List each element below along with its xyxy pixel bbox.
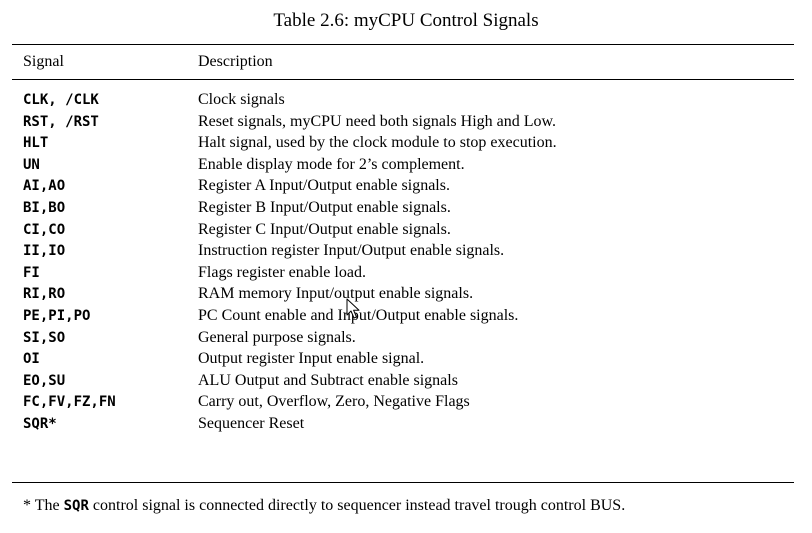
signal-cell: FC,FV,FZ,FN [23, 394, 116, 411]
table-row: AI,AO Register A Input/Output enable sig… [0, 176, 812, 198]
signal-cell: RI,RO [23, 286, 66, 303]
description-cell: Reset signals, myCPU need both signals H… [198, 112, 557, 130]
signal-cell: SQR* [23, 415, 57, 432]
table-row: RI,RO RAM memory Input/output enable sig… [0, 284, 812, 306]
table-row: II,IO Instruction register Input/Output … [0, 241, 812, 263]
description-cell: Flags register enable load. [198, 263, 366, 281]
column-header-signal: Signal [23, 53, 64, 70]
signal-cell: CLK, /CLK [23, 92, 99, 108]
footnote-prefix: * The [23, 497, 64, 514]
footnote-signal-code: SQR [63, 498, 89, 514]
table-row: BI,BO Register B Input/Output enable sig… [0, 198, 812, 220]
description-cell: Output register Input enable signal. [198, 350, 425, 368]
description-cell: Enable display mode for 2’s complement. [198, 155, 465, 173]
table-row: HLT Halt signal, used by the clock modul… [0, 133, 812, 155]
description-cell: Instruction register Input/Output enable… [198, 242, 505, 260]
mouse-pointer-icon [346, 298, 360, 319]
description-cell: General purpose signals. [198, 328, 356, 346]
description-cell: Register A Input/Output enable signals. [198, 177, 450, 195]
signal-cell: OI [23, 351, 40, 368]
signal-cell: EO,SU [23, 372, 66, 389]
description-cell: ALU Output and Subtract enable signals [198, 371, 458, 389]
table-row: EO,SU ALU Output and Subtract enable sig… [0, 371, 812, 393]
table-footnote: * The SQR control signal is connected di… [23, 496, 625, 516]
table-row: SQR* Sequencer Reset [0, 414, 812, 436]
signal-cell: AI,AO [23, 178, 66, 195]
description-cell: Halt signal, used by the clock module to… [198, 134, 557, 152]
description-cell: PC Count enable and Input/Output enable … [198, 306, 519, 324]
table-row: PE,PI,PO PC Count enable and Input/Outpu… [0, 306, 812, 328]
footnote-text: control signal is connected directly to … [88, 497, 626, 514]
table-body: CLK, /CLK Clock signals RST, /RST Reset … [0, 90, 812, 436]
table-row: CLK, /CLK Clock signals [0, 90, 812, 112]
signal-cell: II,IO [23, 243, 66, 260]
signal-cell: BI,BO [23, 199, 66, 216]
description-cell: Clock signals [198, 91, 285, 108]
signal-cell: CI,CO [23, 221, 66, 238]
table-row: SI,SO General purpose signals. [0, 328, 812, 350]
table-row: RST, /RST Reset signals, myCPU need both… [0, 112, 812, 134]
table-row: UN Enable display mode for 2’s complemen… [0, 155, 812, 177]
table-row: FI Flags register enable load. [0, 263, 812, 285]
signal-cell: SI,SO [23, 329, 66, 346]
table-row: OI Output register Input enable signal. [0, 349, 812, 371]
signal-cell: FI [23, 264, 40, 281]
description-cell: Register B Input/Output enable signals. [198, 198, 451, 216]
signal-cell: HLT [23, 135, 49, 152]
description-cell: Register C Input/Output enable signals. [198, 220, 451, 238]
description-cell: RAM memory Input/output enable signals. [198, 285, 474, 303]
description-cell: Sequencer Reset [198, 414, 305, 432]
signal-cell: PE,PI,PO [23, 307, 91, 324]
table-row: CI,CO Register C Input/Output enable sig… [0, 220, 812, 242]
column-header-description: Description [198, 53, 273, 70]
signal-cell: RST, /RST [23, 113, 99, 130]
table-bottom-rule [12, 482, 794, 483]
signal-cell: UN [23, 156, 40, 173]
table-caption: Table 2.6: myCPU Control Signals [273, 10, 539, 31]
description-cell: Carry out, Overflow, Zero, Negative Flag… [198, 393, 470, 411]
table-top-rule [12, 44, 794, 45]
table-row: FC,FV,FZ,FN Carry out, Overflow, Zero, N… [0, 392, 812, 414]
table-header-rule [12, 79, 794, 80]
